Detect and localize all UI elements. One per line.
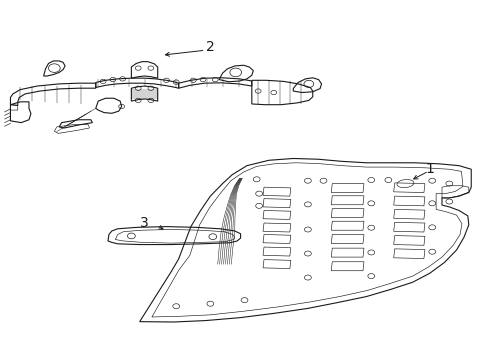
Text: 3: 3 <box>140 216 149 230</box>
Text: 2: 2 <box>205 40 214 54</box>
Text: 1: 1 <box>425 162 433 176</box>
